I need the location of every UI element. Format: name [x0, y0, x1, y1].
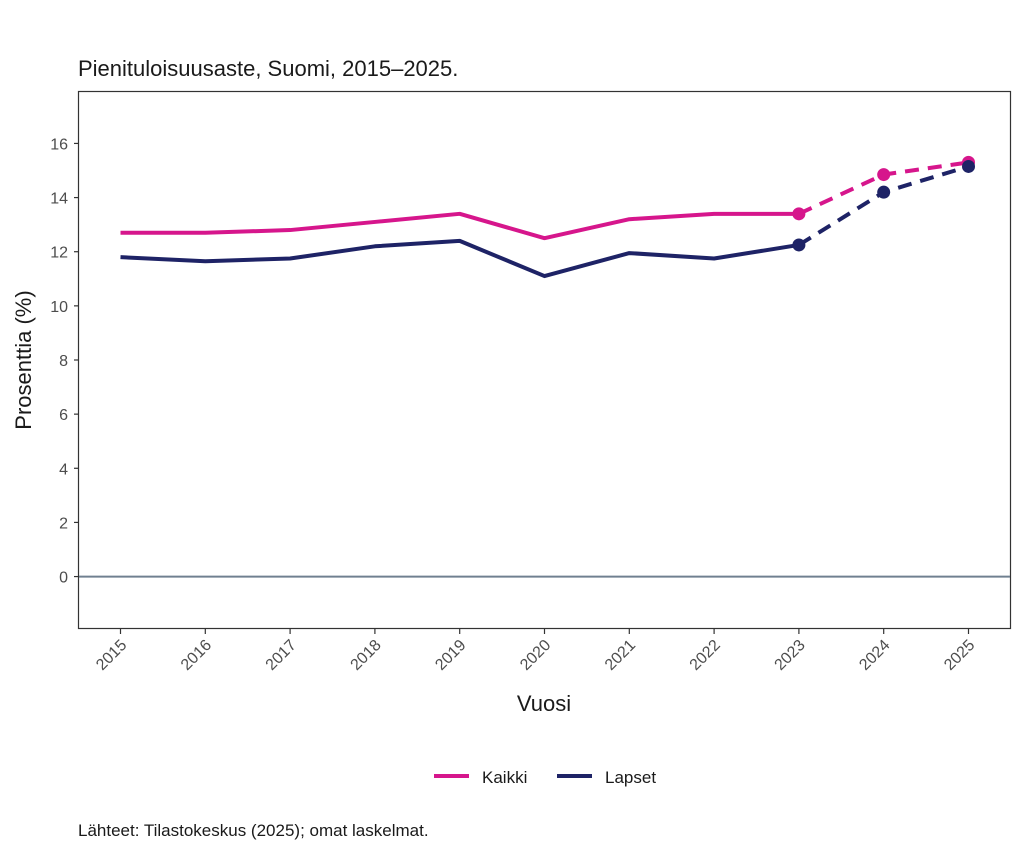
y-tick-label: 8 — [59, 353, 68, 370]
y-axis: 0 2 4 6 8 10 12 14 16 — [50, 136, 79, 587]
series-line-observed — [120, 211, 799, 241]
plot-panel — [77, 90, 1012, 630]
y-tick-label: 0 — [59, 570, 68, 587]
y-tick-label: 14 — [50, 191, 68, 208]
x-tick-label: 2015 — [93, 637, 130, 674]
y-tick-label: 16 — [50, 136, 68, 153]
x-tick-label: 2023 — [772, 637, 809, 674]
y-tick-label: 4 — [59, 461, 68, 478]
legend: Kaikki Lapset — [434, 768, 656, 787]
series-line-observed — [120, 238, 800, 279]
source-caption: Lähteet: Tilastokeskus (2025); omat lask… — [78, 821, 429, 840]
series-layer — [120, 155, 975, 279]
y-axis-title: Prosenttia (%) — [11, 290, 36, 429]
x-tick-label: 2022 — [687, 637, 724, 674]
series-point — [962, 159, 975, 173]
y-tick-label: 2 — [59, 515, 68, 532]
legend-label: Lapset — [605, 768, 656, 787]
legend-label: Kaikki — [482, 768, 527, 787]
x-tick-label: 2019 — [432, 637, 469, 674]
x-tick-label: 2021 — [602, 637, 639, 674]
x-axis: 2015 2016 2017 2018 2019 2020 2021 2022 2023 2024… — [93, 628, 978, 674]
x-tick-label: 2016 — [178, 637, 215, 674]
series-point — [792, 207, 806, 221]
series-point — [877, 185, 891, 199]
x-tick-label: 2017 — [263, 637, 300, 674]
y-tick-label: 6 — [59, 407, 68, 424]
x-tick-label: 2018 — [348, 637, 385, 674]
y-tick-label: 12 — [50, 245, 68, 262]
series-point — [792, 238, 806, 252]
x-axis-title: Vuosi — [517, 691, 571, 716]
y-tick-label: 10 — [50, 299, 68, 316]
series-point — [877, 168, 891, 182]
x-tick-label: 2025 — [941, 637, 978, 674]
x-tick-label: 2020 — [517, 637, 554, 674]
x-tick-label: 2024 — [856, 637, 893, 674]
chart-title: Pienituloisuusaste, Suomi, 2015–2025. — [78, 56, 458, 81]
